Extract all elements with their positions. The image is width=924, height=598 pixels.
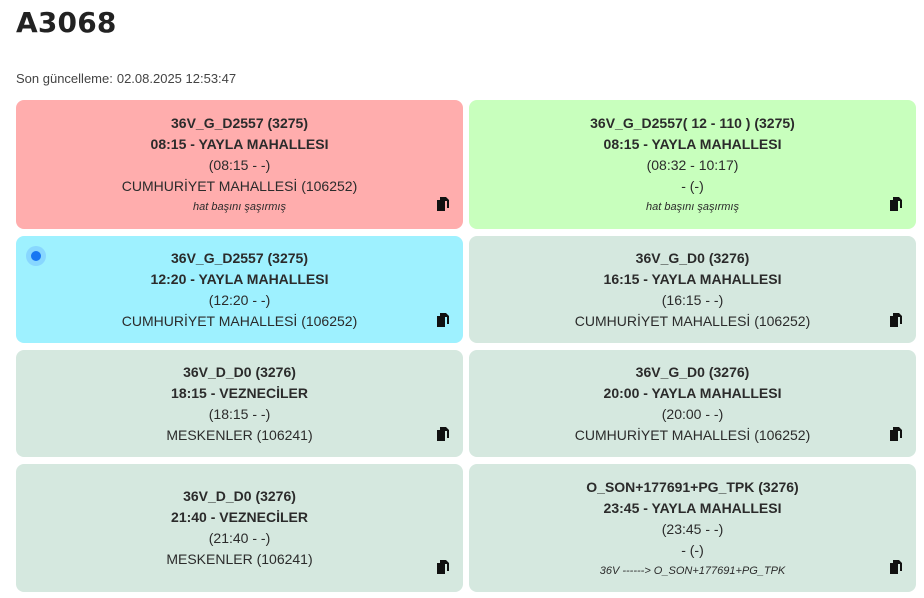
trip-departure: 18:15 - VEZNECİLER — [171, 384, 308, 401]
trip-times: (12:20 - -) — [208, 291, 271, 308]
trip-card[interactable]: 36V_G_D2557( 12 - 110 ) (3275) 08:15 - Y… — [469, 100, 916, 229]
trip-stop: CUMHURİYET MAHALLESİ (106252) — [121, 178, 358, 194]
trip-stop: MESKENLER (106241) — [166, 551, 313, 567]
trip-card-grid: 36V_G_D2557 (3275) 08:15 - YAYLA MAHALLE… — [16, 100, 916, 592]
trip-departure: 16:15 - YAYLA MAHALLESI — [603, 270, 782, 287]
trip-stop: MESKENLER (106241) — [166, 426, 313, 443]
copy-icon[interactable] — [437, 313, 449, 327]
copy-icon[interactable] — [890, 560, 902, 574]
trip-times: (18:15 - -) — [208, 405, 271, 422]
copy-icon[interactable] — [890, 313, 902, 327]
trip-departure: 23:45 - YAYLA MAHALLESI — [603, 499, 782, 516]
trip-route: 36V_D_D0 (3276) — [183, 488, 296, 504]
copy-icon[interactable] — [437, 197, 449, 211]
last-updated-value: 02.08.2025 12:53:47 — [116, 71, 237, 86]
active-indicator-icon — [26, 246, 46, 266]
trip-card[interactable]: O_SON+177691+PG_TPK (3276) 23:45 - YAYLA… — [469, 464, 916, 592]
trip-card[interactable]: 36V_G_D0 (3276) 16:15 - YAYLA MAHALLESI … — [469, 236, 916, 343]
trip-card[interactable]: 36V_G_D0 (3276) 20:00 - YAYLA MAHALLESI … — [469, 350, 916, 457]
trip-departure: 20:00 - YAYLA MAHALLESI — [603, 384, 782, 401]
trip-route: 36V_G_D0 (3276) — [635, 249, 750, 266]
trip-departure: 21:40 - VEZNECİLER — [171, 509, 308, 525]
trip-stop: - (-) — [681, 178, 704, 194]
trip-route: 36V_G_D2557 (3275) — [171, 249, 308, 266]
trip-times: (20:00 - -) — [661, 405, 724, 422]
trip-times: (21:40 - -) — [208, 530, 271, 546]
trip-route: 36V_G_D2557 (3275) — [171, 115, 308, 131]
trip-times: (23:45 - -) — [661, 520, 724, 537]
trip-route: O_SON+177691+PG_TPK (3276) — [586, 478, 799, 495]
trip-departure: 08:15 - YAYLA MAHALLESI — [603, 136, 782, 152]
trip-route: 36V_G_D0 (3276) — [635, 363, 750, 380]
trip-times: (16:15 - -) — [661, 291, 724, 308]
trip-note: hat başını şaşırmış — [646, 201, 739, 213]
trip-departure: 08:15 - YAYLA MAHALLESI — [150, 136, 329, 152]
trip-route: 36V_D_D0 (3276) — [183, 363, 296, 380]
trip-stop: - (-) — [681, 541, 704, 558]
trip-card[interactable]: 36V_G_D2557 (3275) 08:15 - YAYLA MAHALLE… — [16, 100, 463, 229]
last-updated: Son güncelleme: 02.08.2025 12:53:47 — [16, 71, 236, 86]
trip-route: 36V_G_D2557( 12 - 110 ) (3275) — [590, 115, 795, 131]
last-updated-label: Son güncelleme: — [16, 71, 113, 86]
trip-times: (08:15 - -) — [208, 157, 271, 173]
trip-stop: CUMHURİYET MAHALLESİ (106252) — [121, 312, 358, 329]
trip-note: 36V ------> O_SON+177691+PG_TPK — [599, 564, 786, 577]
trip-times: (08:32 - 10:17) — [646, 157, 739, 173]
copy-icon[interactable] — [437, 560, 449, 574]
trip-card[interactable]: 36V_D_D0 (3276) 21:40 - VEZNECİLER (21:4… — [16, 464, 463, 592]
trip-card[interactable]: 36V_D_D0 (3276) 18:15 - VEZNECİLER (18:1… — [16, 350, 463, 457]
page-title: A3068 — [16, 6, 117, 39]
trip-card[interactable]: 36V_G_D2557 (3275) 12:20 - YAYLA MAHALLE… — [16, 236, 463, 343]
copy-icon[interactable] — [890, 197, 902, 211]
trip-stop: CUMHURİYET MAHALLESİ (106252) — [574, 312, 811, 329]
copy-icon[interactable] — [437, 427, 449, 441]
trip-note: hat başını şaşırmış — [193, 201, 286, 213]
trip-stop: CUMHURİYET MAHALLESİ (106252) — [574, 426, 811, 443]
trip-departure: 12:20 - YAYLA MAHALLESI — [150, 270, 329, 287]
copy-icon[interactable] — [890, 427, 902, 441]
